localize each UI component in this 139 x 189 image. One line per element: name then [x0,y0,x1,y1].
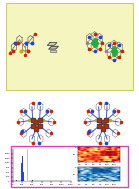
Bar [20,180,21,181]
Polygon shape [33,120,40,126]
Bar [21,163,22,181]
Bar [50,50,56,52]
Bar [6,3,133,90]
Bar [23,172,24,181]
Polygon shape [99,120,106,126]
Bar [34,180,35,181]
Bar [32,180,33,181]
Polygon shape [47,43,57,45]
Bar [22,156,23,181]
Bar [11,146,128,187]
Polygon shape [49,46,58,49]
